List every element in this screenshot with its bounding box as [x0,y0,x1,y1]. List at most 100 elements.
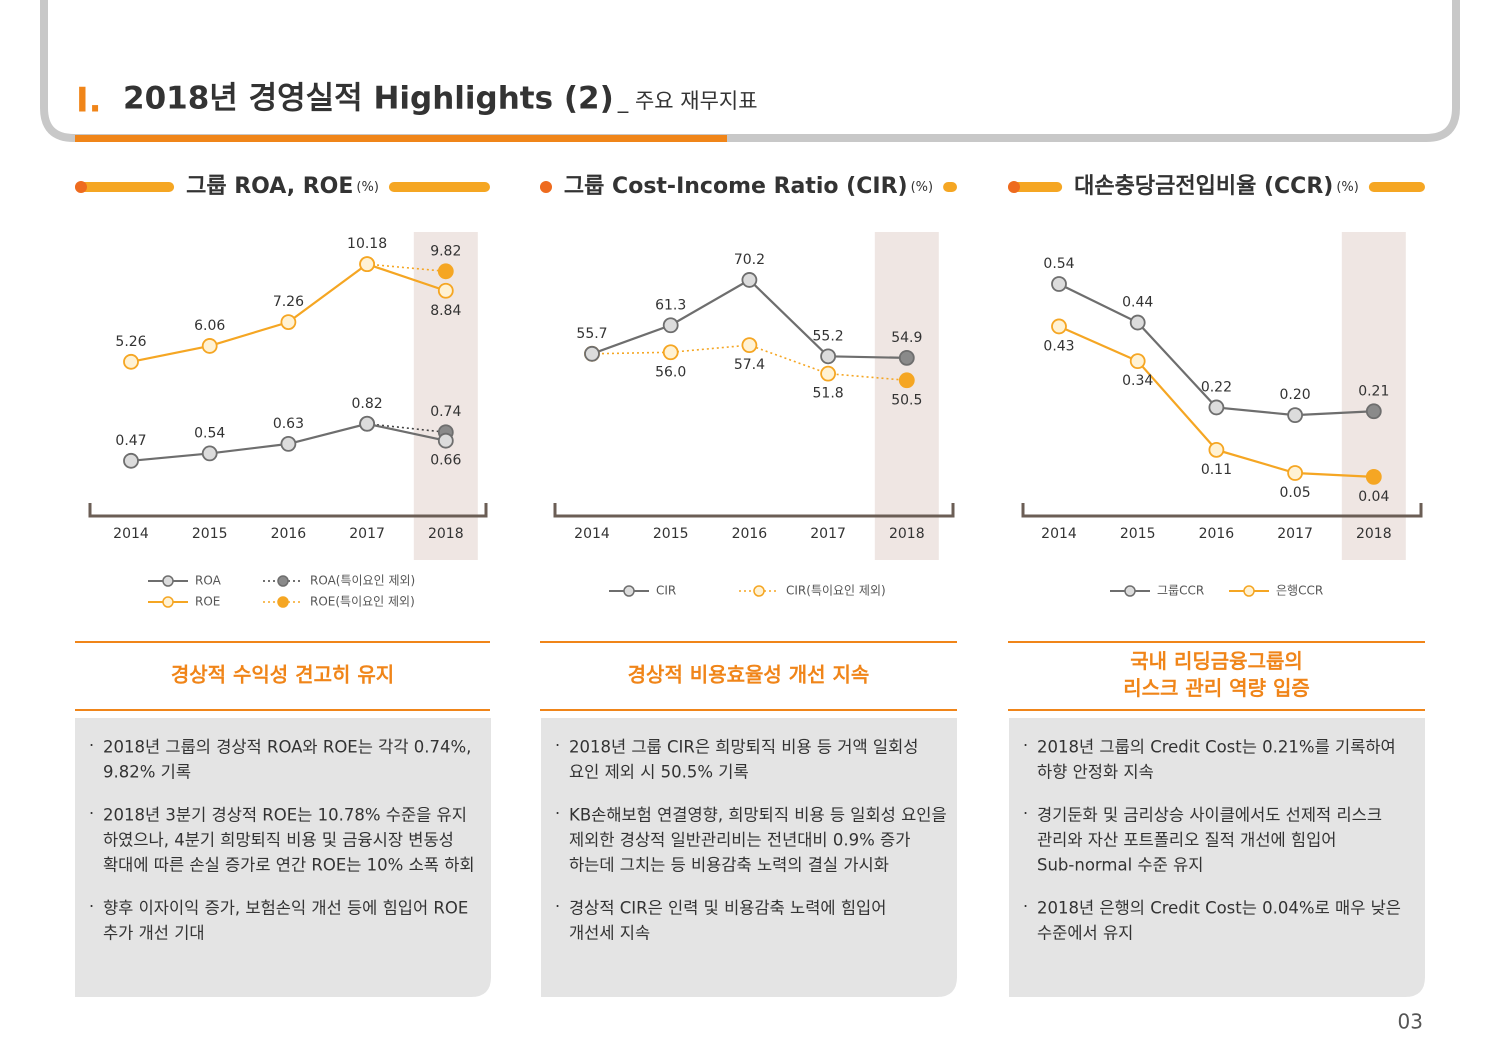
chart-unit: (%) [911,180,934,195]
legend-label: ROA(특이요인 제외) [310,574,415,588]
data-point [359,415,376,432]
legend-label: ROE [195,595,220,609]
x-tick-label: 2014 [1041,526,1077,542]
chart-unit: (%) [1336,180,1359,195]
bullet-dot: · [555,804,560,823]
highlight-band [1341,232,1406,560]
data-label: 61.3 [655,297,686,313]
bullet-dot: · [555,736,560,755]
series-line [367,263,446,273]
data-point [741,272,758,288]
data-point [1129,314,1146,331]
panel-heading: 경상적 수익성 견고히 유지 [171,663,394,687]
bullet-dot: · [89,736,94,755]
bullet-dot: · [555,897,560,916]
data-point [1208,399,1225,416]
data-point [437,282,454,299]
data-point [1287,465,1303,481]
chart-title: 그룹 ROA, ROE (%) [186,174,379,199]
data-label: 0.05 [1280,485,1311,501]
data-point [584,345,600,362]
data-point [280,435,297,452]
page-subtitle: _ 주요 재무지표 [617,89,758,114]
data-label: 0.63 [273,416,304,432]
panel-heading: 리스크 관리 역량 입증 [1123,676,1310,700]
bullet-dot: · [1023,897,1028,916]
bullet-text: 제외한 경상적 일반관리비는 전년대비 0.9% 증가 [569,831,910,850]
data-label: 0.21 [1358,383,1389,399]
x-tick-label: 2014 [113,526,149,542]
legend-label: ROE(특이요인 제외) [310,595,415,609]
data-point [201,338,218,354]
data-point [1208,441,1225,458]
x-tick-label: 2017 [1277,526,1313,542]
title-pill-dot [1008,181,1020,193]
data-label: 0.43 [1043,338,1074,354]
data-label: 0.22 [1201,379,1232,395]
series-line [367,422,446,434]
bullet-text: Sub-normal 수준 유지 [1037,856,1203,875]
x-tick-label: 2018 [889,526,925,542]
bullet-text: 경기둔화 및 금리상승 사이클에서도 선제적 리스크 [1037,806,1382,825]
data-label: 57.4 [734,357,765,373]
bullet-text: 9.82% 기록 [103,763,191,782]
data-point [359,256,376,273]
data-point [1287,407,1303,424]
legend-marker [162,596,174,608]
data-label: 0.66 [430,453,461,469]
legend-marker [277,596,289,608]
panel-heading: 경상적 비용효율성 개선 지속 [628,663,870,687]
data-point [1051,318,1067,335]
title-pill [75,182,175,192]
data-label: 55.7 [576,326,607,342]
data-label: 0.74 [430,404,461,420]
bullet-text: 2018년 은행의 Credit Cost는 0.04%로 매우 낮은 [1037,899,1401,918]
x-tick-label: 2014 [574,526,610,542]
x-tick-label: 2017 [349,526,385,542]
data-label: 10.18 [347,236,387,252]
data-point [437,432,454,449]
x-tick-label: 2018 [1356,526,1392,542]
data-label: 0.47 [115,433,146,449]
legend-marker [1124,585,1136,597]
title-pill [1008,182,1063,192]
axis-bracket [553,503,955,518]
chart-unit: (%) [356,180,379,195]
data-point [1365,468,1382,485]
data-label: 9.82 [430,243,461,259]
data-label: 8.84 [430,303,461,319]
data-point [662,317,679,334]
bullet-text: KB손해보험 연결영향, 희망퇴직 비용 등 일회성 요인을 [569,806,947,825]
data-label: 70.2 [734,252,765,268]
data-point [437,263,454,280]
chart-title: 그룹 Cost-Income Ratio (CIR) (%) [564,174,933,199]
data-label: 0.04 [1358,489,1389,505]
data-point [898,349,915,366]
data-point [820,348,836,365]
legend-marker [1243,585,1255,597]
bullet-text: 2018년 그룹 CIR은 희망퇴직 비용 등 거액 일회성 [569,738,918,757]
bullet-text: 요인 제외 시 50.5% 기록 [569,763,749,782]
bullet-dot: · [1023,804,1028,823]
bullet-text: 2018년 3분기 경상적 ROE는 10.78% 수준을 유지 [103,806,467,825]
axis-bracket [1021,503,1423,518]
bullet-text: 하였으나, 4분기 희망퇴직 비용 및 금융시장 변동성 [103,831,454,850]
data-point [201,445,218,462]
bullet-dot: · [89,804,94,823]
page-number: 03 [1398,1010,1423,1034]
x-tick-label: 2016 [732,526,768,542]
bullet-text: 2018년 그룹의 경상적 ROA와 ROE는 각각 0.74%, [103,738,471,757]
bullet-text: 하향 안정화 지속 [1037,763,1154,782]
legend-label: CIR [656,584,676,598]
legend-label: 은행CCR [1276,583,1323,598]
data-label: 0.20 [1280,387,1311,403]
chart-title-text: 그룹 ROA, ROE [186,174,353,199]
data-label: 7.26 [273,294,304,310]
data-label: 0.44 [1122,295,1153,311]
title-pill [388,182,490,192]
chart-title-text: 대손충당금전입비율 (CCR) [1074,174,1333,199]
data-point [1365,403,1382,420]
x-tick-label: 2015 [192,526,228,542]
panel-heading: 국내 리딩금융그룹의 [1130,649,1303,673]
